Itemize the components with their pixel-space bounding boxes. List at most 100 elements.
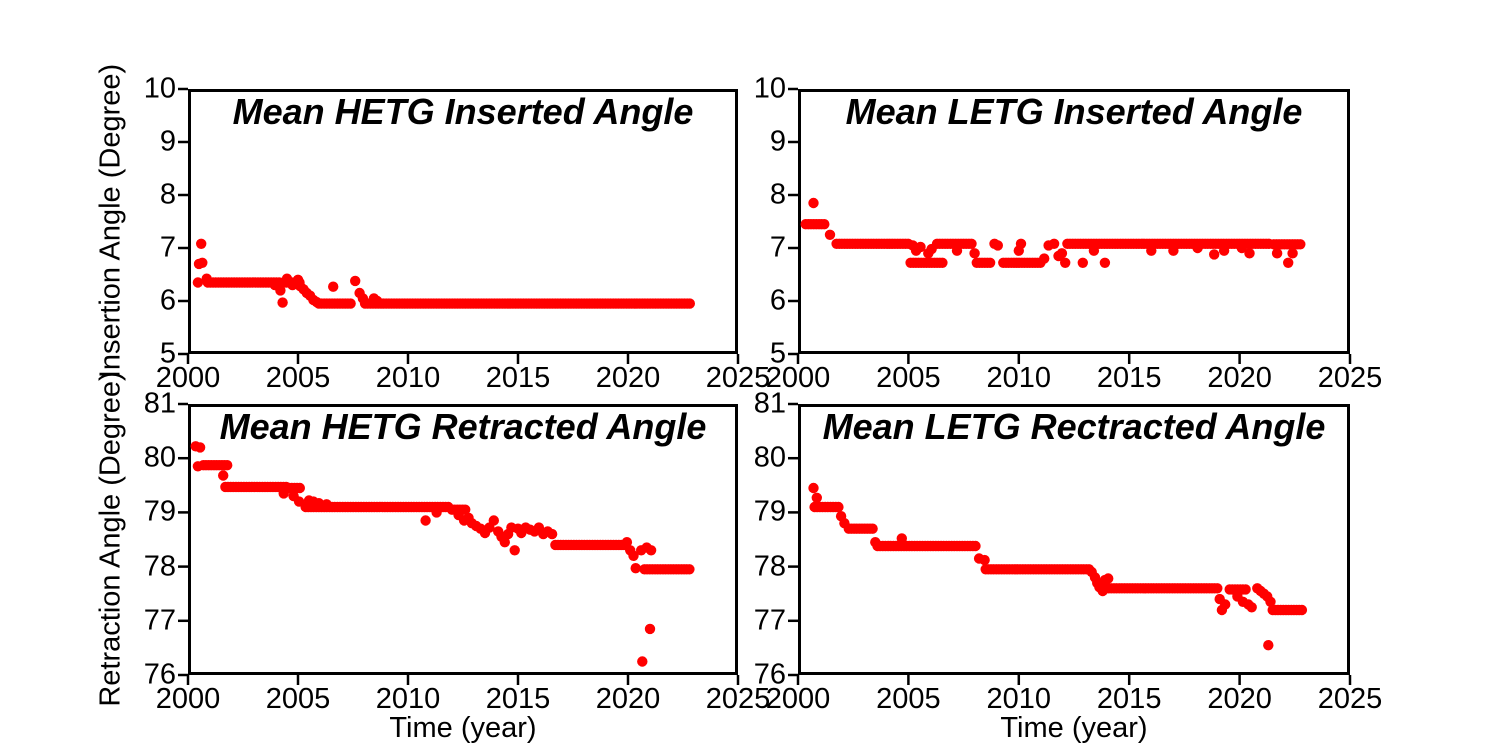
data-point [201,273,212,284]
y-tick-label-letg-retracted: 77 [753,604,786,637]
x-tick-label-hetg-retracted: 2005 [265,683,331,715]
data-point [870,537,881,548]
data-point [970,540,981,552]
y-tick-label-letg-inserted: 7 [769,231,786,264]
data-point [1056,248,1068,259]
data-point [1265,596,1276,607]
data-point [645,545,657,556]
data-point [194,442,206,453]
y-tick-label-hetg-inserted: 6 [159,284,176,317]
x-tick-label-letg-retracted: 2000 [765,683,831,715]
axes-spine-letg-retracted [798,404,1350,675]
data-point [1077,257,1089,268]
data-point [1287,248,1298,259]
x-tick-label-letg-inserted: 2005 [876,362,941,394]
data-point [1220,599,1231,610]
data-point [197,257,208,268]
x-tick-label-letg-retracted: 2005 [876,683,941,715]
data-point [824,229,836,240]
x-tick-label-hetg-inserted: 2000 [155,362,221,394]
y-tick-label-letg-inserted: 6 [769,284,786,317]
y-tick-label-letg-inserted: 10 [753,72,786,105]
y-tick-label-letg-inserted: 9 [769,125,786,158]
x-tick-label-hetg-inserted: 2020 [595,362,661,394]
y-tick-label-letg-retracted: 80 [753,441,786,474]
x-tick-label-hetg-inserted: 2025 [705,362,771,394]
y-tick-label-hetg-inserted: 8 [159,178,176,211]
y-tick-label-hetg-retracted: 79 [143,495,176,528]
plot-title-letg-retracted: Mean LETG Rectracted Angle [822,406,1326,447]
data-point [896,533,907,544]
data-point [966,238,977,249]
y-tick-label-letg-retracted: 79 [753,495,786,528]
plot-hetg-retracted [178,402,740,685]
data-point [839,518,850,529]
y-tick-label-letg-retracted: 76 [753,658,786,691]
data-point [1271,248,1283,259]
x-tick-label-letg-retracted: 2010 [986,683,1052,715]
data-point [1048,238,1060,249]
data-point [1097,585,1108,597]
x-tick-label-hetg-retracted: 2015 [485,683,551,715]
x-axis-label-time-right: Time (year) [1000,712,1148,744]
data-point [546,528,558,540]
data-point [637,656,648,667]
data-point [328,281,339,292]
data-point [819,219,830,230]
data-point [979,554,990,566]
x-tick-label-letg-retracted: 2025 [1317,683,1383,715]
data-point [621,537,633,548]
data-point [357,293,369,304]
x-tick-label-letg-inserted: 2015 [1096,362,1162,394]
x-tick-label-hetg-retracted: 2025 [705,683,771,715]
plot-title-hetg-inserted: Mean HETG Inserted Angle [232,91,694,132]
data-point [218,470,229,481]
y-tick-label-hetg-inserted: 7 [159,231,176,264]
x-tick-label-hetg-inserted: 2015 [485,362,551,394]
data-point [1246,602,1257,613]
data-point [1060,257,1071,268]
data-point [867,523,878,534]
plot-title-hetg-retracted: Mean HETG Retracted Angle [219,406,707,447]
data-point [1103,573,1114,584]
x-tick-label-letg-retracted: 2015 [1096,683,1162,715]
data-point [321,499,332,510]
data-point [1244,248,1255,259]
y-tick-label-letg-retracted: 81 [753,387,786,420]
data-point [313,498,325,509]
data-point [1146,245,1157,256]
data-point [431,507,442,518]
data-point [1263,640,1274,651]
data-point [808,482,819,494]
data-point [926,243,937,255]
data-point [278,488,289,499]
x-tick-label-hetg-retracted: 2000 [155,683,221,715]
y-tick-label-hetg-inserted: 9 [159,125,176,158]
x-tick-label-letg-inserted: 2025 [1317,362,1383,394]
data-point [275,285,286,296]
data-point [644,623,656,635]
x-tick-label-letg-inserted: 2000 [765,362,831,394]
x-tick-label-letg-inserted: 2020 [1207,362,1272,394]
data-point [1218,245,1230,256]
data-point [984,257,996,268]
axes-spine-hetg-inserted [188,89,738,354]
data-point [1296,604,1308,616]
data-point [293,496,305,507]
y-tick-label-hetg-retracted: 81 [143,387,176,420]
data-point [1015,238,1027,249]
x-axis-label-time-left: Time (year) [389,712,537,744]
x-tick-label-letg-retracted: 2020 [1207,683,1272,715]
data-point [196,238,207,249]
x-tick-label-hetg-inserted: 2005 [265,362,331,394]
data-point [311,296,322,308]
y-tick-label-letg-inserted: 8 [769,178,786,211]
data-point [499,537,510,548]
data-point [420,515,431,526]
plot-letg-retracted [788,402,1352,685]
data-point [628,550,639,561]
data-point [684,298,695,309]
data-point [345,298,356,309]
